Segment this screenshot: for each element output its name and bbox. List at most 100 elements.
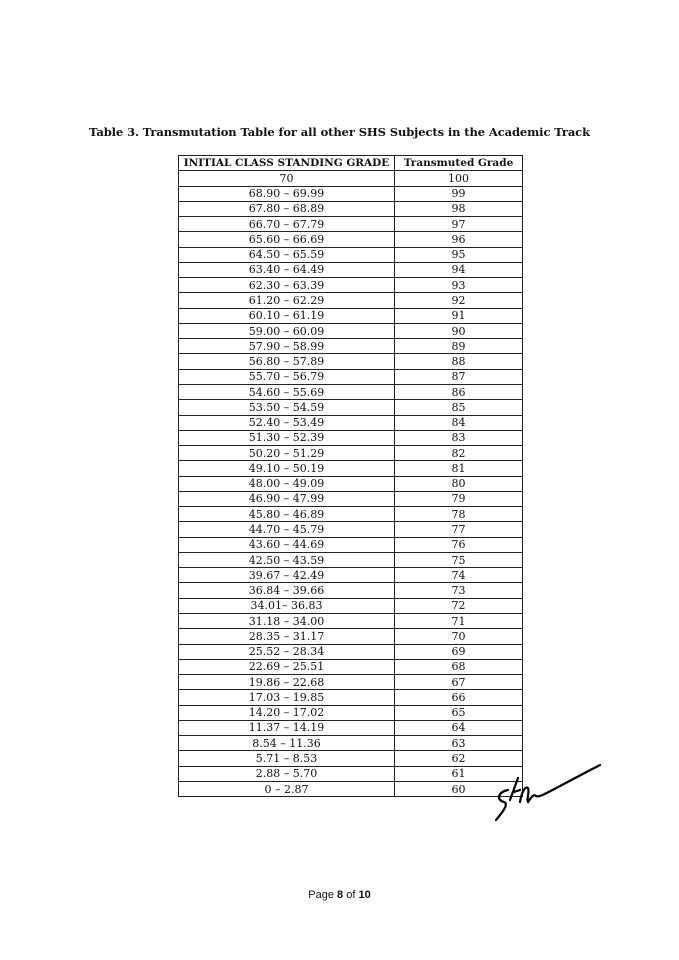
table-row: 14.20 – 17.02 65 xyxy=(178,704,523,721)
page-of-label: of xyxy=(343,889,359,901)
transmuted-grade-cell: 87 xyxy=(394,368,523,385)
transmuted-grade-cell: 76 xyxy=(394,536,523,553)
table-row: 66.70 – 67.79 97 xyxy=(178,216,523,233)
table-row: 42.50 – 43.59 75 xyxy=(178,551,523,569)
transmuted-grade-cell: 77 xyxy=(394,521,523,538)
initial-grade-cell: 19.86 – 22.68 xyxy=(178,674,395,691)
initial-grade-cell: 68.90 – 69.99 xyxy=(178,185,395,202)
table-row: 2.88 – 5.70 61 xyxy=(178,765,523,782)
table-row: 62.30 – 63.39 93 xyxy=(178,277,523,294)
table-row: 63.40 – 64.49 94 xyxy=(178,261,523,279)
table-title: Table 3. Transmutation Table for all oth… xyxy=(89,125,590,139)
page-label: Page xyxy=(308,889,338,901)
header-transmuted-grade: Transmuted Grade xyxy=(394,154,523,172)
transmuted-grade-cell: 89 xyxy=(394,338,523,355)
transmuted-grade-cell: 82 xyxy=(394,445,523,462)
table-row: 28.35 – 31.17 70 xyxy=(178,628,523,645)
initial-grade-cell: 46.90 – 47.99 xyxy=(178,490,395,508)
table-row: 48.00 – 49.09 80 xyxy=(178,475,523,492)
initial-grade-cell: 28.35 – 31.17 xyxy=(178,628,395,645)
initial-grade-cell: 36.84 – 39.66 xyxy=(178,582,395,599)
transmuted-grade-cell: 96 xyxy=(394,231,523,248)
initial-grade-cell: 51.30 – 52.39 xyxy=(178,429,395,447)
signature xyxy=(494,763,602,822)
initial-grade-cell: 0 – 2.87 xyxy=(178,780,395,798)
transmuted-grade-cell: 97 xyxy=(394,216,523,233)
initial-grade-cell: 56.80 – 57.89 xyxy=(178,353,395,370)
table-row: 39.67 – 42.49 74 xyxy=(178,567,523,584)
initial-grade-cell: 5.71 – 8.53 xyxy=(178,750,395,767)
initial-grade-cell: 22.69 – 25.51 xyxy=(178,658,395,676)
initial-grade-cell: 11.37 – 14.19 xyxy=(178,719,395,737)
table-row: 54.60 – 55.69 86 xyxy=(178,383,523,401)
transmuted-grade-cell: 65 xyxy=(394,704,523,721)
table-row: 22.69 – 25.51 68 xyxy=(178,658,523,676)
initial-grade-cell: 64.50 – 65.59 xyxy=(178,246,395,263)
transmuted-grade-cell: 70 xyxy=(394,628,523,645)
table-row: 5.71 – 8.53 62 xyxy=(178,750,523,767)
table-row: 64.50 – 65.59 95 xyxy=(178,246,523,263)
transmuted-grade-cell: 72 xyxy=(394,597,523,614)
table-row: 65.60 – 66.69 96 xyxy=(178,231,523,248)
table-row: 53.50 – 54.59 85 xyxy=(178,399,523,416)
table-row: 49.10 – 50.19 81 xyxy=(178,460,523,477)
table-row: 55.70 – 56.79 87 xyxy=(178,368,523,385)
initial-grade-cell: 57.90 – 58.99 xyxy=(178,338,395,355)
transmuted-grade-cell: 94 xyxy=(394,261,523,279)
transmuted-grade-cell: 86 xyxy=(394,383,523,401)
transmuted-grade-cell: 90 xyxy=(394,322,523,340)
table-row: 34.01– 36.83 72 xyxy=(178,597,523,614)
transmuted-grade-cell: 80 xyxy=(394,475,523,492)
transmuted-grade-cell: 99 xyxy=(394,185,523,202)
table-row: 60.10 – 61.19 91 xyxy=(178,307,523,324)
initial-grade-cell: 66.70 – 67.79 xyxy=(178,216,395,233)
transmuted-grade-cell: 66 xyxy=(394,689,523,706)
transmuted-grade-cell: 95 xyxy=(394,246,523,263)
initial-grade-cell: 2.88 – 5.70 xyxy=(178,765,395,782)
initial-grade-cell: 59.00 – 60.09 xyxy=(178,322,395,340)
transmuted-grade-cell: 91 xyxy=(394,307,523,324)
initial-grade-cell: 60.10 – 61.19 xyxy=(178,307,395,324)
initial-grade-cell: 55.70 – 56.79 xyxy=(178,368,395,385)
total-pages: 10 xyxy=(358,889,371,901)
initial-grade-cell: 62.30 – 63.39 xyxy=(178,277,395,294)
transmuted-grade-cell: 71 xyxy=(394,612,523,630)
initial-grade-cell: 50.20 – 51.29 xyxy=(178,445,395,462)
table-row: 70 100 xyxy=(178,170,523,187)
table-row: 46.90 – 47.99 79 xyxy=(178,490,523,508)
initial-grade-cell: 31.18 – 34.00 xyxy=(178,612,395,630)
initial-grade-cell: 65.60 – 66.69 xyxy=(178,231,395,248)
table-row: 50.20 – 51.29 82 xyxy=(178,445,523,462)
table-row: 59.00 – 60.09 90 xyxy=(178,322,523,340)
initial-grade-cell: 52.40 – 53.49 xyxy=(178,414,395,431)
table-row: 17.03 – 19.85 66 xyxy=(178,689,523,706)
transmuted-grade-cell: 63 xyxy=(394,735,523,752)
table-row: 68.90 – 69.99 99 xyxy=(178,185,523,202)
initial-grade-cell: 25.52 – 28.34 xyxy=(178,643,395,660)
initial-grade-cell: 44.70 – 45.79 xyxy=(178,521,395,538)
transmuted-grade-cell: 64 xyxy=(394,719,523,737)
initial-grade-cell: 14.20 – 17.02 xyxy=(178,704,395,721)
transmuted-grade-cell: 88 xyxy=(394,353,523,370)
transmuted-grade-cell: 75 xyxy=(394,551,523,569)
initial-grade-cell: 67.80 – 68.89 xyxy=(178,200,395,218)
initial-grade-cell: 48.00 – 49.09 xyxy=(178,475,395,492)
table-row: 44.70 – 45.79 77 xyxy=(178,521,523,538)
initial-grade-cell: 63.40 – 64.49 xyxy=(178,261,395,279)
initial-grade-cell: 70 xyxy=(178,170,395,187)
transmuted-grade-cell: 98 xyxy=(394,200,523,218)
initial-grade-cell: 45.80 – 46.89 xyxy=(178,506,395,523)
current-page: 8 xyxy=(337,889,344,901)
page-number: Page 8 of 10 xyxy=(0,889,679,901)
transmuted-grade-cell: 81 xyxy=(394,460,523,477)
initial-grade-cell: 54.60 – 55.69 xyxy=(178,383,395,401)
table-row: 36.84 – 39.66 73 xyxy=(178,582,523,599)
table-row: 25.52 – 28.34 69 xyxy=(178,643,523,660)
header-initial-grade: INITIAL CLASS STANDING GRADE xyxy=(178,154,395,172)
initial-grade-cell: 49.10 – 50.19 xyxy=(178,460,395,477)
initial-grade-cell: 61.20 – 62.29 xyxy=(178,292,395,309)
table-row: 0 – 2.87 60 xyxy=(178,780,523,798)
table-row: 19.86 – 22.68 67 xyxy=(178,674,523,691)
transmuted-grade-cell: 69 xyxy=(394,643,523,660)
transmuted-grade-cell: 84 xyxy=(394,414,523,431)
